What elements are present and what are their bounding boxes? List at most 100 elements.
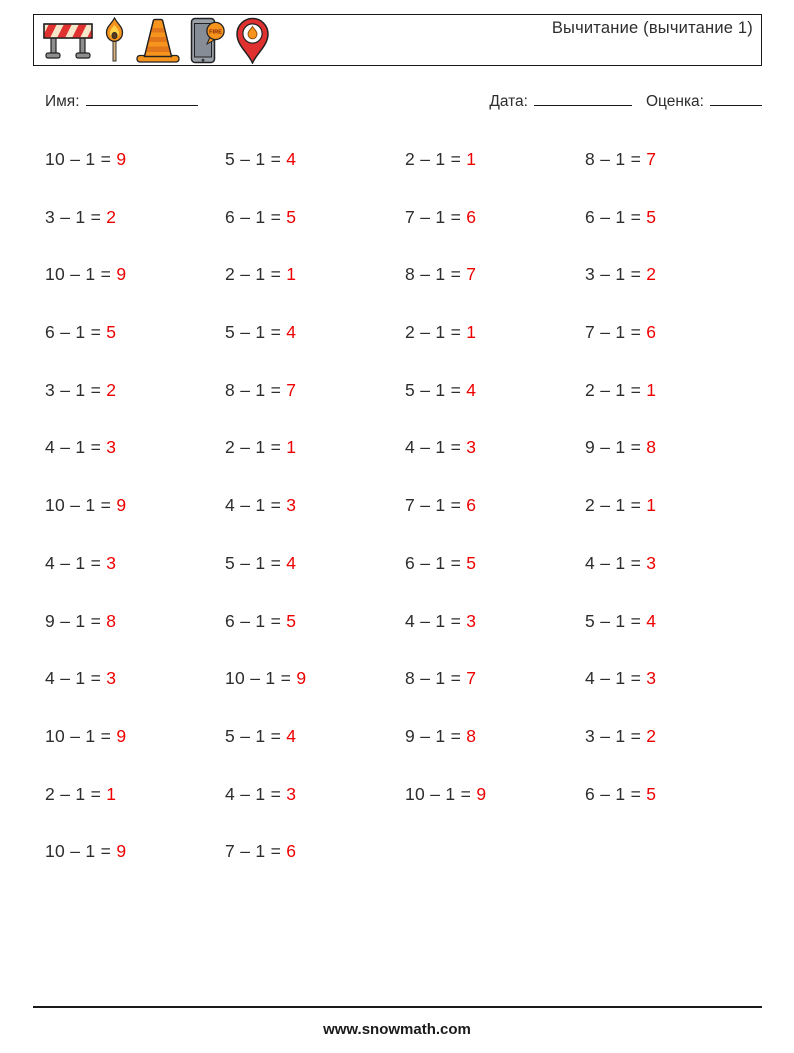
problem-expression: 10 – 1 = bbox=[45, 149, 117, 169]
problem: 5 – 1 = 4 bbox=[405, 378, 585, 436]
problem-expression: 5 – 1 = bbox=[225, 149, 287, 169]
problem: 4 – 1 = 3 bbox=[585, 666, 765, 724]
problem: 2 – 1 = 1 bbox=[585, 493, 765, 551]
problem-answer: 1 bbox=[646, 379, 657, 400]
problem: 5 – 1 = 4 bbox=[225, 551, 405, 609]
problem: 6 – 1 = 5 bbox=[405, 551, 585, 609]
problem-answer: 1 bbox=[286, 264, 297, 285]
problem-answer: 4 bbox=[286, 322, 297, 343]
problem: 8 – 1 = 7 bbox=[405, 262, 585, 320]
problem-answer: 4 bbox=[286, 725, 297, 746]
problem: 4 – 1 = 3 bbox=[225, 782, 405, 840]
problem-answer: 9 bbox=[116, 264, 127, 285]
problem-expression: 6 – 1 = bbox=[45, 322, 107, 343]
problem-answer: 2 bbox=[646, 264, 657, 285]
problem: 4 – 1 = 3 bbox=[45, 435, 225, 493]
problem-answer: 7 bbox=[646, 149, 657, 169]
problem: 4 – 1 = 3 bbox=[45, 666, 225, 724]
problem-answer: 5 bbox=[646, 206, 657, 227]
problem-answer: 5 bbox=[466, 552, 477, 573]
problem-answer: 1 bbox=[646, 495, 657, 516]
date-blank bbox=[534, 90, 632, 106]
right-fields: Дата: Оценка: bbox=[489, 90, 762, 112]
problem-answer: 6 bbox=[466, 495, 477, 516]
problem: 8 – 1 = 7 bbox=[405, 666, 585, 724]
problem-answer: 1 bbox=[286, 437, 297, 458]
problem: 10 – 1 = 9 bbox=[225, 666, 405, 724]
problem: 7 – 1 = 6 bbox=[585, 320, 765, 378]
problem-expression: 3 – 1 = bbox=[45, 379, 107, 400]
problem-expression: 4 – 1 = bbox=[45, 668, 107, 689]
problem: 3 – 1 = 2 bbox=[585, 262, 765, 320]
problem-expression: 10 – 1 = bbox=[405, 783, 477, 804]
header-icon-row: FIRE bbox=[42, 16, 271, 64]
problem: 2 – 1 = 1 bbox=[45, 782, 225, 840]
problem-answer: 7 bbox=[286, 379, 297, 400]
problem-expression: 2 – 1 = bbox=[45, 783, 107, 804]
problem-expression: 6 – 1 = bbox=[225, 206, 287, 227]
problem-answer: 4 bbox=[466, 379, 477, 400]
problem-answer: 1 bbox=[466, 149, 477, 169]
problem-expression: 4 – 1 = bbox=[45, 552, 107, 573]
problem-answer: 3 bbox=[646, 552, 657, 573]
problem-expression: 6 – 1 = bbox=[405, 552, 467, 573]
date-label: Дата: bbox=[489, 93, 528, 110]
problem-expression: 6 – 1 = bbox=[585, 206, 647, 227]
problem-expression: 7 – 1 = bbox=[225, 841, 287, 862]
problem-expression: 8 – 1 = bbox=[585, 149, 647, 169]
fields-row: Имя: Дата: Оценка: bbox=[45, 90, 762, 112]
problem-expression: 3 – 1 = bbox=[45, 206, 107, 227]
problem-answer: 5 bbox=[286, 206, 297, 227]
name-blank bbox=[85, 90, 198, 106]
problem: 5 – 1 = 4 bbox=[585, 609, 765, 667]
problem-expression: 3 – 1 = bbox=[585, 264, 647, 285]
problem: 7 – 1 = 6 bbox=[225, 839, 405, 897]
problem: 3 – 1 = 2 bbox=[45, 378, 225, 436]
problem: 5 – 1 = 4 bbox=[225, 147, 405, 205]
problem-answer: 3 bbox=[106, 668, 117, 689]
problem-expression: 5 – 1 = bbox=[405, 379, 467, 400]
problem: 10 – 1 = 9 bbox=[45, 493, 225, 551]
problem-answer: 7 bbox=[466, 668, 477, 689]
problem-expression: 6 – 1 = bbox=[585, 783, 647, 804]
problem-expression: 6 – 1 = bbox=[225, 610, 287, 631]
problem-answer: 2 bbox=[106, 206, 117, 227]
problem-answer: 3 bbox=[286, 495, 297, 516]
page-title: Вычитание (вычитание 1) bbox=[551, 19, 753, 37]
problem-answer: 4 bbox=[286, 149, 297, 169]
problem-expression: 8 – 1 = bbox=[405, 264, 467, 285]
problem-expression: 9 – 1 = bbox=[585, 437, 647, 458]
problem-answer: 3 bbox=[106, 437, 117, 458]
problem-answer: 3 bbox=[646, 668, 657, 689]
grade-blank bbox=[710, 90, 762, 106]
problem: 9 – 1 = 8 bbox=[405, 724, 585, 782]
problem: 10 – 1 = 9 bbox=[405, 782, 585, 840]
traffic-cone-icon bbox=[135, 17, 181, 63]
problem-answer: 1 bbox=[106, 783, 117, 804]
grade-label: Оценка: bbox=[646, 93, 704, 110]
svg-text:FIRE: FIRE bbox=[209, 29, 222, 35]
problem-expression: 4 – 1 = bbox=[225, 495, 287, 516]
problem-answer: 8 bbox=[106, 610, 117, 631]
problem: 3 – 1 = 2 bbox=[585, 724, 765, 782]
burning-match-icon bbox=[103, 17, 126, 63]
problem-answer: 5 bbox=[286, 610, 297, 631]
problem-answer: 2 bbox=[646, 725, 657, 746]
fire-location-pin-icon bbox=[234, 17, 271, 64]
problem: 4 – 1 = 3 bbox=[585, 551, 765, 609]
problem-expression: 10 – 1 = bbox=[45, 495, 117, 516]
problem-expression: 4 – 1 = bbox=[405, 437, 467, 458]
problem-expression: 2 – 1 = bbox=[405, 322, 467, 343]
problem-expression: 5 – 1 = bbox=[225, 322, 287, 343]
problem: 10 – 1 = 9 bbox=[45, 262, 225, 320]
problem-expression: 4 – 1 = bbox=[585, 552, 647, 573]
problem-answer: 9 bbox=[116, 725, 127, 746]
problem: 7 – 1 = 6 bbox=[405, 493, 585, 551]
problem-answer: 9 bbox=[476, 783, 487, 804]
problem-expression: 10 – 1 = bbox=[45, 841, 117, 862]
problem-expression: 2 – 1 = bbox=[585, 379, 647, 400]
footer-divider bbox=[33, 1006, 762, 1008]
problem-expression: 4 – 1 = bbox=[225, 783, 287, 804]
problem-answer: 5 bbox=[646, 783, 657, 804]
